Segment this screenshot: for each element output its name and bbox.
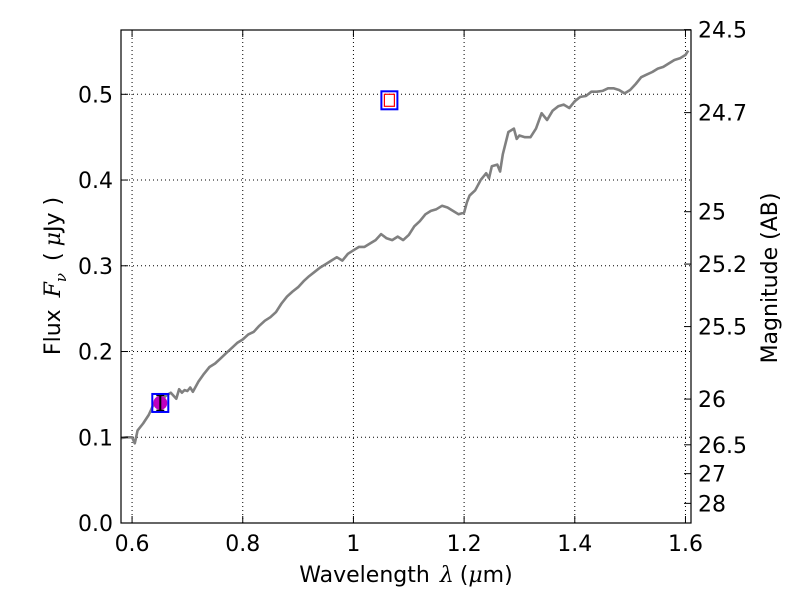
y2-tick-label: 25.5 [698, 316, 747, 341]
synthetic-photometry-marker [151, 392, 170, 413]
y2-tick-label: 24.7 [698, 102, 747, 127]
y-tick-label: 0.4 [78, 169, 113, 194]
y-tick-label: 0.3 [78, 255, 113, 280]
y-tick-label: 0.1 [78, 426, 113, 451]
spectrum-line [120, 49, 690, 445]
y2-tick-label: 25 [698, 201, 726, 226]
plot-frame [120, 29, 692, 524]
y-tick-label: 0.5 [78, 83, 113, 108]
y-axis-label: FluxFν(μJy ) [41, 197, 70, 355]
y2-tick-label: 26 [698, 388, 726, 413]
x-axis-ticks: 0.6 0.8 1 1.2 1.4 1.6 [115, 30, 703, 557]
plot-area [120, 49, 690, 445]
x-tick-label: 1 [346, 532, 360, 557]
y-axis-ticks: 0.0 0.1 0.2 0.3 0.4 0.5 [78, 83, 128, 537]
y2-tick-label: 25.2 [698, 253, 747, 278]
gridlines [121, 30, 691, 523]
synthetic-photometry-marker [380, 90, 399, 111]
y2-axis-ticks: 24.5 24.7 25 25.2 25.5 26 26.5 27 28 [684, 19, 747, 517]
x-tick-label: 1.6 [668, 532, 703, 557]
x-axis-label: Wavelength λ (μm) [299, 563, 512, 588]
y2-tick-label: 24.5 [698, 19, 747, 44]
y2-axis-label: Magnitude (AB) [758, 193, 783, 364]
x-tick-label: 1.2 [447, 532, 482, 557]
x-tick-label: 1.4 [557, 532, 592, 557]
x-tick-label: 0.6 [115, 532, 150, 557]
y-tick-label: 0.0 [78, 512, 113, 537]
y2-tick-label: 28 [698, 492, 726, 517]
y-tick-label: 0.2 [78, 341, 113, 366]
observed-photometry-marker [383, 93, 395, 107]
y2-tick-label: 27 [698, 463, 726, 488]
y2-tick-label: 26.5 [698, 434, 747, 459]
x-tick-label: 0.8 [225, 532, 260, 557]
